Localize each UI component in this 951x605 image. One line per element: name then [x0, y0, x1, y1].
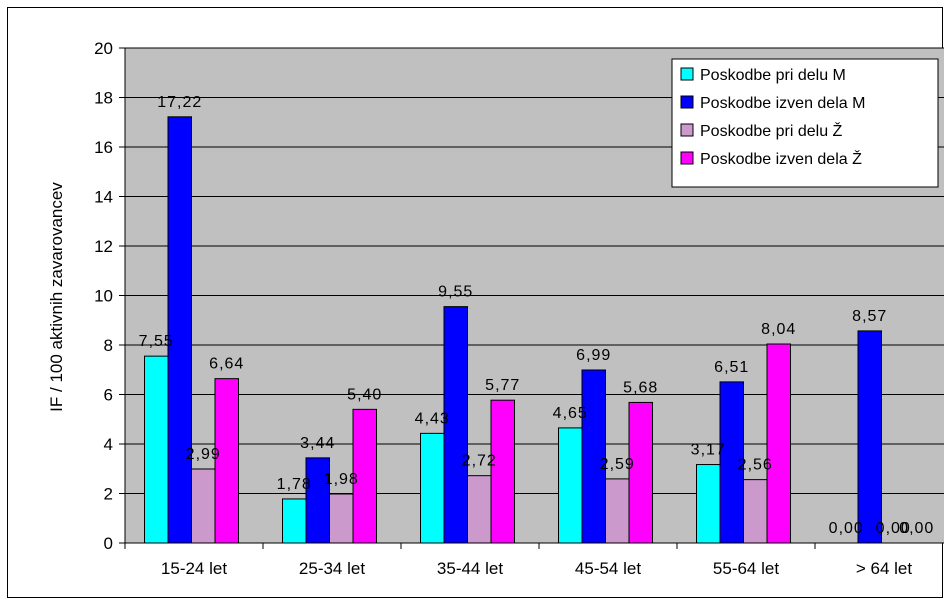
bars: [144, 116, 882, 544]
data-label: 2,99: [186, 446, 221, 463]
bar: [696, 464, 721, 544]
y-tick-label: 4: [104, 435, 113, 454]
bar: [857, 330, 882, 544]
y-tick-label: 2: [104, 485, 113, 504]
x-tick-label: 55-64 let: [713, 559, 779, 578]
y-axis-title: IF / 100 aktivnih zavarovancev: [47, 182, 66, 412]
bar: [167, 116, 192, 544]
data-labels: 7,55 17,22 2,99 6,64 1,78 3,44 1,98 5,40 4,43 9,5…: [139, 94, 934, 537]
data-label: 5,40: [347, 386, 382, 403]
legend: Poskodbe pri delu M Poskodbe izven dela M…: [671, 58, 939, 188]
data-label: 1,78: [277, 476, 312, 493]
legend-box: [671, 58, 939, 188]
data-label: 8,57: [852, 308, 887, 325]
x-tick-label: 45-54 let: [575, 559, 641, 578]
data-label: 7,55: [139, 333, 174, 350]
bar-chart: 0 2 4 6 8 10 12 14 16 18 20 15-24 let 25-34 let 35-4…: [47, 39, 944, 578]
data-label: 4,43: [415, 410, 450, 427]
data-label: 0,00: [876, 520, 911, 537]
legend-swatch: [680, 95, 694, 109]
bar: [329, 493, 354, 544]
y-tick-label: 6: [104, 386, 113, 405]
gridlines: [125, 47, 944, 494]
bar: [191, 468, 216, 544]
y-tick-label: 0: [104, 534, 113, 553]
data-label: 9,55: [438, 284, 473, 301]
y-tick-label: 18: [94, 89, 113, 108]
y-tick-label: 20: [94, 39, 113, 58]
data-label: 2,56: [738, 457, 773, 474]
data-label: 2,59: [600, 456, 635, 473]
data-label: 4,65: [553, 405, 588, 422]
x-tick-label: 25-34 let: [299, 559, 365, 578]
x-tick-label: 15-24 let: [161, 559, 227, 578]
data-label: 0,00: [899, 520, 934, 537]
data-label: 5,68: [623, 379, 658, 396]
x-tick-label: > 64 let: [856, 559, 913, 578]
data-label: 6,99: [576, 347, 611, 364]
y-tick-label: 8: [104, 336, 113, 355]
legend-swatch: [680, 151, 694, 165]
bar: [144, 355, 169, 544]
data-label: 0,00: [829, 520, 864, 537]
data-label: 8,04: [761, 321, 796, 338]
x-tick-label: 35-44 let: [437, 559, 503, 578]
legend-label: Poskodbe pri delu M: [700, 67, 846, 84]
legend-swatch: [680, 123, 694, 137]
legend-swatch: [680, 67, 694, 81]
bar: [420, 432, 445, 544]
data-label: 6,64: [209, 356, 244, 373]
y-tick-label: 12: [94, 237, 113, 256]
bar: [766, 343, 791, 544]
data-label: 1,98: [324, 471, 359, 488]
bar: [605, 478, 630, 544]
data-label: 3,44: [300, 435, 335, 452]
bar: [743, 479, 768, 544]
legend-label: Poskodbe izven dela M: [700, 95, 865, 112]
data-label: 2,72: [462, 453, 497, 470]
legend-label: Poskodbe pri delu Ž: [700, 121, 843, 140]
bar: [490, 399, 515, 544]
bar: [282, 498, 307, 544]
y-axis-ticks: 0 2 4 6 8 10 12 14 16 18 20: [94, 39, 125, 553]
y-tick-label: 10: [94, 287, 113, 306]
data-label: 17,22: [157, 94, 202, 111]
bar: [467, 475, 492, 544]
data-label: 6,51: [714, 359, 749, 376]
bar: [558, 427, 583, 544]
y-tick-label: 16: [94, 138, 113, 157]
data-label: 3,17: [691, 442, 726, 459]
x-axis-ticks: 15-24 let 25-34 let 35-44 let 45-54 let 55-6…: [124, 543, 913, 578]
y-tick-label: 14: [94, 188, 113, 207]
chart-frame: 0 2 4 6 8 10 12 14 16 18 20 15-24 let 25-34 let 35-4…: [7, 7, 944, 598]
data-label: 5,77: [485, 377, 520, 394]
legend-label: Poskodbe izven dela Ž: [700, 149, 862, 168]
